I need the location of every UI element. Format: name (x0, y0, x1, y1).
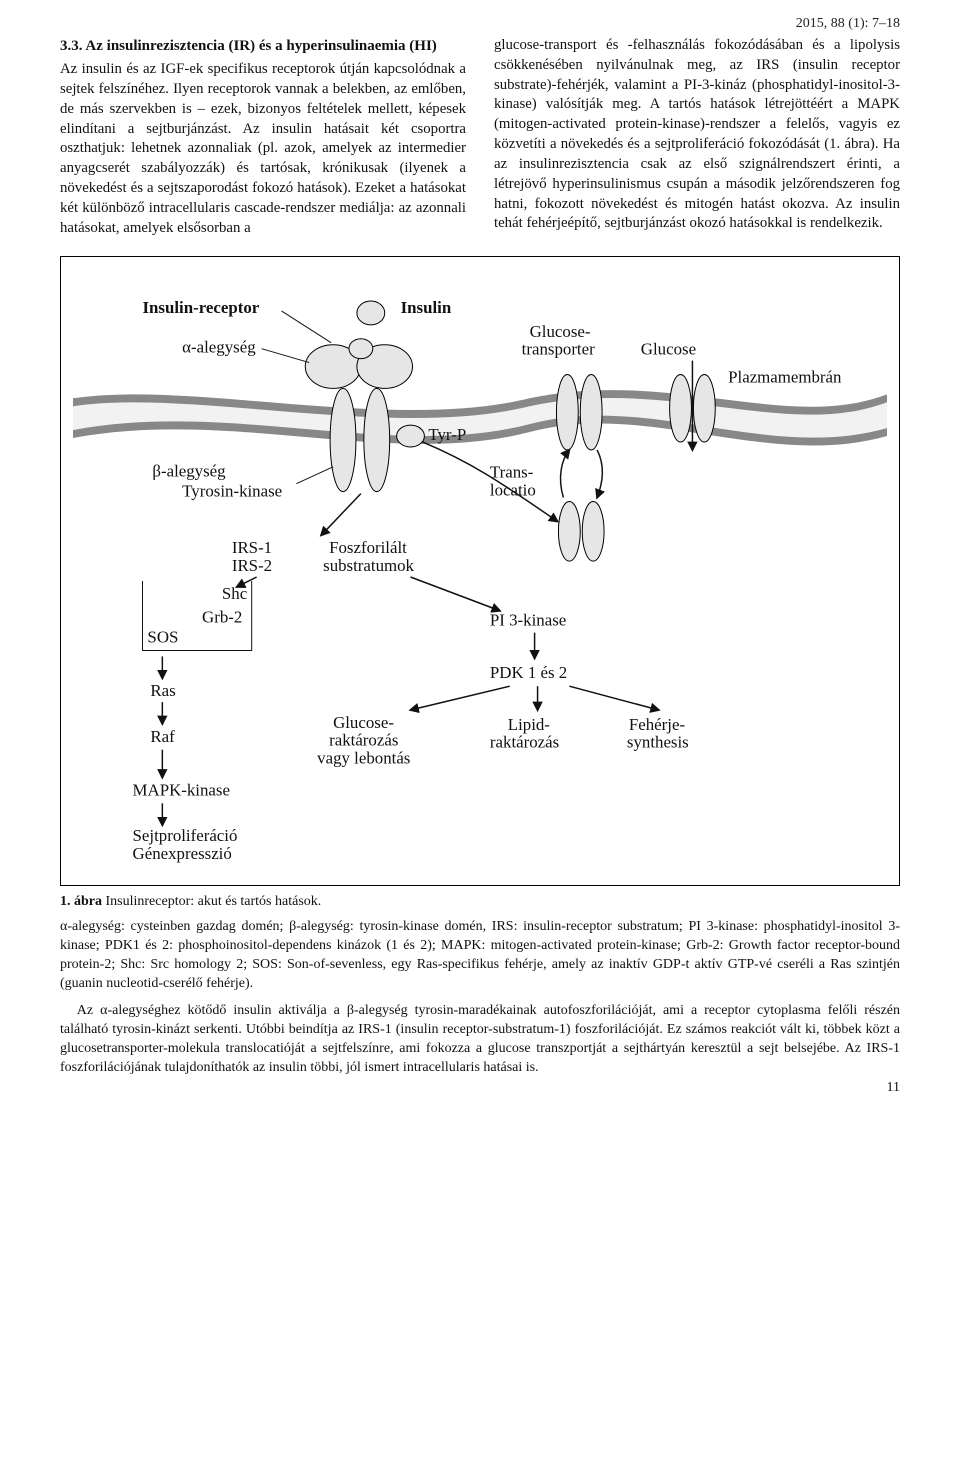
label-transl-1: Trans- (490, 463, 533, 482)
figure-caption: 1. ábra Insulinreceptor: akut és tartós … (60, 894, 900, 910)
tyr-p-blob (397, 426, 425, 448)
label-prot-2: synthesis (627, 733, 689, 752)
label-lipid-1: Lipid- (508, 715, 550, 734)
left-body: Az insulin és az IGF-ek specifikus recep… (60, 60, 466, 238)
label-genexpr: Génexpresszió (133, 844, 232, 863)
label-irs1: IRS-1 (232, 539, 272, 558)
label-glucose: Glucose (641, 340, 696, 359)
figure-1: Insulin-receptor Insulin α-alegység (60, 256, 900, 1077)
label-alpha: α-alegység (182, 338, 256, 357)
label-glucstore-3: vagy lebontás (317, 749, 410, 768)
section-heading: 3.3. Az insulinrezisztencia (IR) és a hy… (60, 36, 466, 56)
label-pi3k: PI 3-kinase (490, 611, 566, 630)
label-glucstore-1: Glucose- (333, 713, 394, 732)
right-body: glucose-transport és -felhasználás fokoz… (494, 36, 900, 234)
translocatio-vesicle (558, 502, 604, 562)
figure-legend-1: α-alegység: cysteinben gazdag domén; β-a… (60, 918, 900, 994)
label-foszf-2: substratumok (323, 556, 414, 575)
two-column-body: 3.3. Az insulinrezisztencia (IR) és a hy… (60, 36, 900, 238)
label-gluctrans-2: transporter (522, 340, 595, 359)
label-irs2: IRS-2 (232, 556, 272, 575)
label-prot-1: Fehérje- (629, 715, 685, 734)
figure-legend-2: Az α-alegységhez kötődő insulin aktiválj… (60, 1002, 900, 1078)
left-column: 3.3. Az insulinrezisztencia (IR) és a hy… (60, 36, 466, 238)
label-insulin: Insulin (401, 298, 452, 317)
alpha-subunits (305, 339, 412, 389)
label-insulin-receptor: Insulin-receptor (142, 298, 259, 317)
label-sejtprolif: Sejtproliferáció (133, 826, 238, 845)
label-mapk: MAPK-kinase (133, 781, 230, 800)
page-number: 11 (887, 1080, 900, 1096)
label-plazmamembran: Plazmamembrán (728, 368, 842, 387)
right-column: glucose-transport és -felhasználás fokoz… (494, 36, 900, 238)
figure-frame: Insulin-receptor Insulin α-alegység (60, 256, 900, 886)
label-raf: Raf (150, 727, 175, 746)
label-sos: SOS (147, 628, 178, 647)
label-tyrkinase: Tyrosin-kinase (182, 482, 282, 501)
insulin-blob-free (357, 301, 385, 325)
label-transl-2: locatio (490, 481, 536, 500)
label-ras: Ras (150, 682, 175, 701)
figure-caption-rest: Insulinreceptor: akut és tartós hatások. (102, 894, 321, 909)
label-foszf-1: Foszforilált (329, 539, 407, 558)
label-tyr-p: Tyr-P (428, 425, 466, 444)
label-shc: Shc (222, 584, 247, 603)
label-beta: β-alegység (152, 462, 226, 481)
label-grb2: Grb-2 (202, 608, 242, 627)
figure-caption-lead: 1. ábra (60, 894, 102, 909)
insulin-bound (349, 339, 373, 359)
label-lipid-2: raktározás (490, 733, 559, 752)
figure-svg: Insulin-receptor Insulin α-alegység (73, 277, 887, 875)
plasma-membrane (73, 390, 887, 445)
label-gluctrans-1: Glucose- (530, 322, 591, 341)
running-head: 2015, 88 (1): 7–18 (796, 16, 900, 32)
label-glucstore-2: raktározás (329, 731, 398, 750)
label-pdk: PDK 1 és 2 (490, 664, 567, 683)
